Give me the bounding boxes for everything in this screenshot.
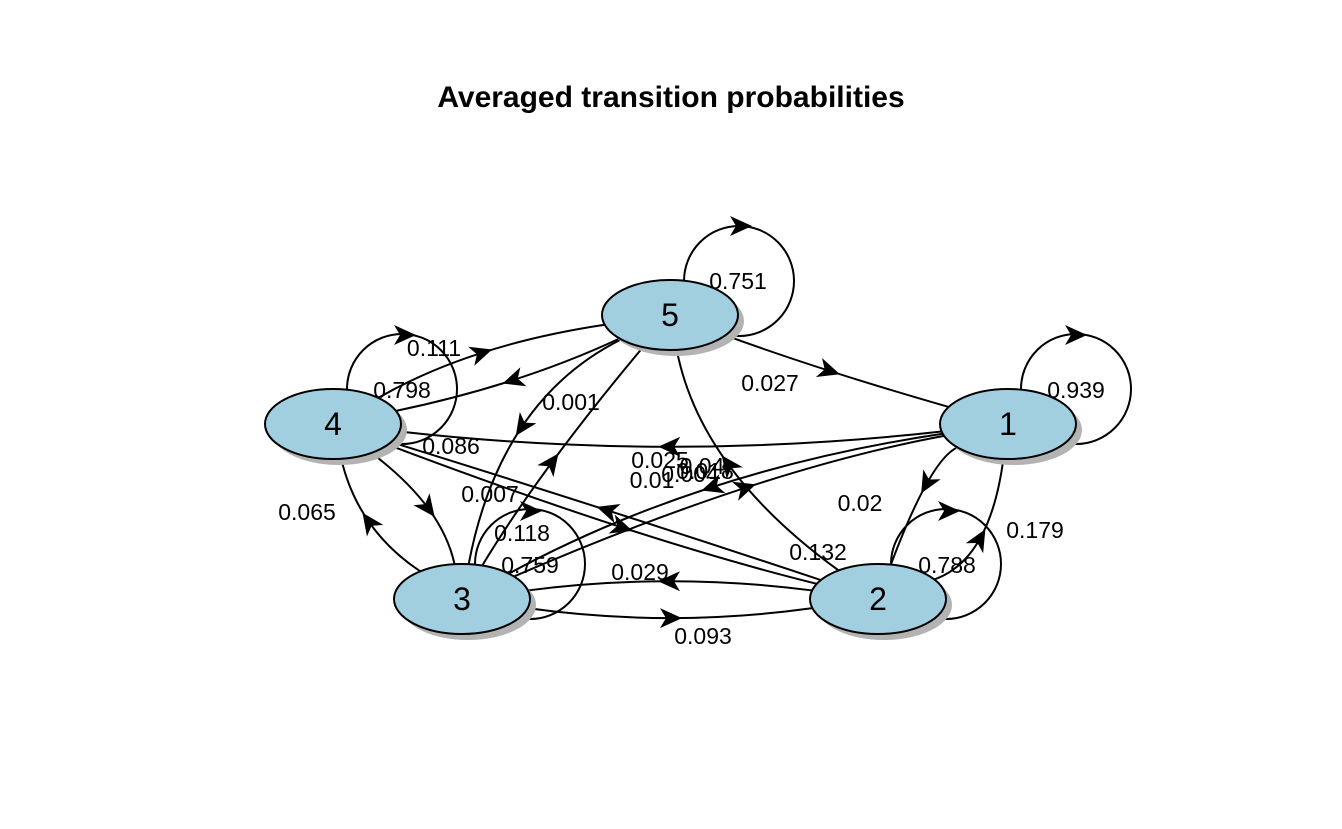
edge-2-to-3-arrow — [658, 571, 680, 592]
edge-3-to-3-arrow — [520, 501, 542, 521]
edge-3-to-5-arrow — [537, 453, 559, 478]
edge-2-to-5-arrow — [721, 455, 743, 480]
edge-1-to-3-label: 0.01 — [630, 467, 675, 493]
edge-2-to-4-arrow — [596, 504, 621, 524]
edge-1-to-4-arrow — [658, 436, 681, 457]
node-2: 2 — [809, 563, 952, 640]
edge-1-to-3-arrow — [701, 474, 726, 494]
edge-4-to-3-arrow — [413, 493, 435, 517]
edge-5-to-1-label: 0.027 — [741, 370, 799, 396]
edge-3-to-2-arrow — [660, 608, 682, 629]
node-5: 5 — [601, 279, 744, 356]
edge-4-to-2-arrow — [608, 514, 633, 534]
node-2-label: 2 — [869, 581, 887, 617]
edge-3-to-3-label: 0.759 — [501, 552, 559, 578]
node-4-ellipse — [264, 388, 402, 460]
node-4-label: 4 — [324, 406, 342, 442]
edge-3-to-2-label: 0.093 — [674, 623, 732, 649]
edge-3-to-1-arrow — [731, 481, 756, 501]
edge-3-to-5-label: 0.118 — [494, 520, 550, 546]
edge-2-to-5-label: 0.132 — [789, 539, 847, 565]
edge-1-to-2-label: 0.02 — [838, 490, 883, 516]
node-3: 3 — [393, 563, 536, 640]
edge-4-to-3-label: 0.007 — [461, 481, 519, 507]
edge-5-to-1-arrow — [815, 357, 840, 378]
edge-4-to-5-label: 0.111 — [407, 335, 461, 361]
edge-3-to-4-arrow — [362, 512, 384, 537]
edge-4-to-4-arrow — [394, 325, 416, 345]
node-5-label: 5 — [661, 297, 679, 333]
edge-1-to-2-arrow — [921, 469, 941, 494]
node-3-ellipse — [393, 563, 531, 635]
edge-5-to-5-label: 0.751 — [709, 268, 767, 294]
edge-3-to-4-path — [340, 458, 421, 573]
edge-3-to-4-label: 0.065 — [278, 499, 336, 525]
edges-layer — [340, 216, 1132, 629]
edge-2-to-4-label: 0.004 — [661, 461, 719, 487]
node-1-ellipse — [939, 388, 1077, 460]
node-4: 4 — [264, 388, 407, 465]
node-1-label: 1 — [999, 406, 1017, 442]
edge-2-to-2-arrow — [938, 501, 960, 521]
edge-5-to-4-label: 0.086 — [422, 433, 480, 459]
edge-5-to-4-arrow — [502, 367, 527, 387]
nodes-layer: 1 2 3 4 5 — [264, 279, 1082, 640]
edge-1-to-1-arrow — [1065, 325, 1087, 345]
node-5-ellipse — [601, 279, 739, 351]
edge-4-to-2-label: 0.018 — [676, 458, 734, 484]
edge-5-to-5-arrow — [730, 216, 752, 236]
diagram-title: Averaged transition probabilities — [437, 81, 904, 114]
edge-5-to-3-arrow — [515, 411, 537, 436]
node-1: 1 — [939, 388, 1082, 465]
edge-4-to-2-path — [387, 443, 817, 585]
node-2-ellipse — [809, 563, 947, 635]
node-3-label: 3 — [453, 581, 471, 617]
edge-labels-layer: 0.939 0.788 0.759 0.798 0.751 0.02 0.179 0.029 0… — [278, 268, 1105, 649]
edge-4-to-5-arrow — [468, 346, 493, 366]
edge-2-to-2-label: 0.788 — [918, 552, 976, 578]
edge-1-to-4-label: 0.025 — [631, 447, 689, 473]
edge-4-to-4-label: 0.798 — [373, 377, 431, 403]
edge-1-to-1-label: 0.939 — [1047, 377, 1105, 403]
edge-3-to-1-label: 0.04 — [680, 453, 725, 479]
edge-2-to-3-label: 0.029 — [611, 559, 669, 585]
edge-4-to-3-path — [370, 452, 456, 565]
edge-2-to-1-arrow — [965, 529, 986, 554]
edge-5-to-3-label: 0.001 — [542, 389, 600, 415]
edge-2-to-1-label: 0.179 — [1006, 517, 1064, 543]
